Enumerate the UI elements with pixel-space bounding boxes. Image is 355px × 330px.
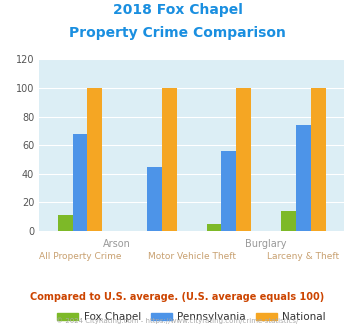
Bar bbox=[222, 151, 236, 231]
Bar bbox=[87, 88, 102, 231]
Bar bbox=[236, 88, 251, 231]
Text: All Property Crime: All Property Crime bbox=[39, 252, 121, 261]
Bar bbox=[311, 88, 326, 231]
Text: © 2024 CityRating.com - https://www.cityrating.com/crime-statistics/: © 2024 CityRating.com - https://www.city… bbox=[56, 317, 299, 324]
Text: Arson: Arson bbox=[103, 239, 131, 249]
Text: 2018 Fox Chapel: 2018 Fox Chapel bbox=[113, 3, 242, 17]
Bar bbox=[207, 224, 222, 231]
Bar bbox=[147, 167, 162, 231]
Text: Compared to U.S. average. (U.S. average equals 100): Compared to U.S. average. (U.S. average … bbox=[31, 292, 324, 302]
Bar bbox=[296, 125, 311, 231]
Bar bbox=[162, 88, 177, 231]
Text: Property Crime Comparison: Property Crime Comparison bbox=[69, 26, 286, 40]
Text: Motor Vehicle Theft: Motor Vehicle Theft bbox=[148, 252, 236, 261]
Text: Burglary: Burglary bbox=[245, 239, 287, 249]
Bar bbox=[58, 215, 72, 231]
Bar bbox=[281, 211, 296, 231]
Text: Larceny & Theft: Larceny & Theft bbox=[267, 252, 339, 261]
Bar bbox=[72, 134, 87, 231]
Legend: Fox Chapel, Pennsylvania, National: Fox Chapel, Pennsylvania, National bbox=[53, 308, 330, 327]
